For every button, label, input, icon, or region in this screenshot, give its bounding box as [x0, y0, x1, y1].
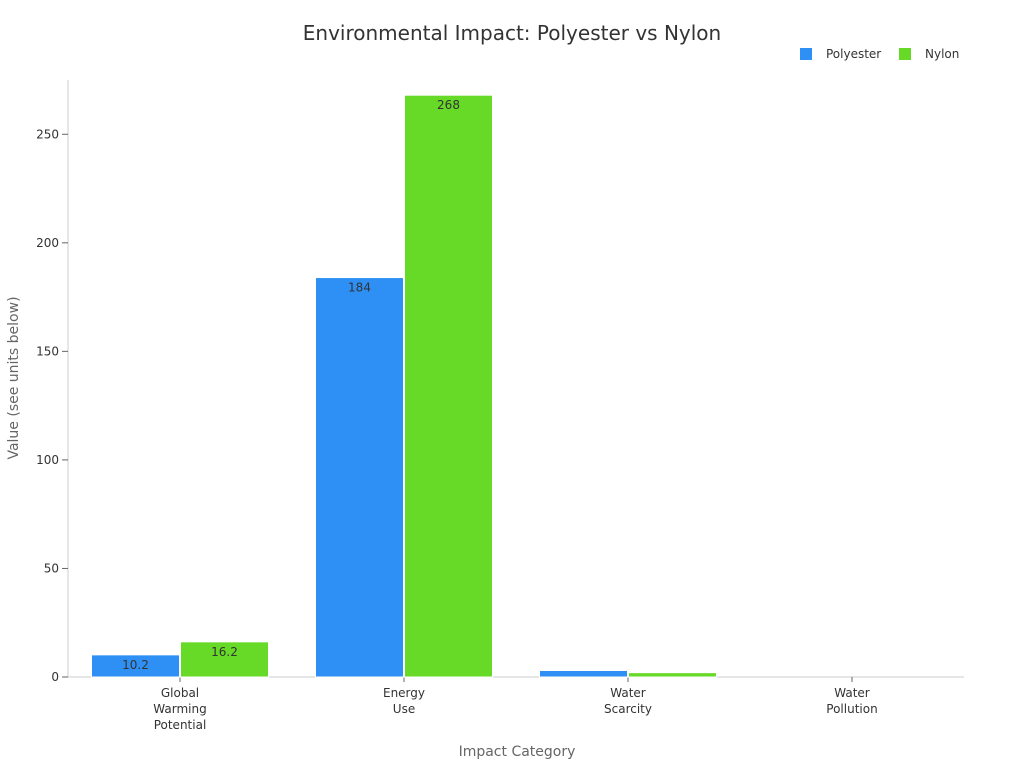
x-tick-label-line: Use: [393, 702, 415, 716]
legend: Polyester Nylon: [800, 47, 959, 61]
data-label: 184: [348, 281, 371, 295]
x-tick-label-line: Warming: [153, 702, 206, 716]
data-label: 268: [437, 98, 460, 112]
x-tick-label-line: Water: [834, 686, 870, 700]
y-tick-label: 100: [36, 453, 59, 467]
legend-label-nylon: Nylon: [925, 47, 959, 61]
x-tick-label-line: Pollution: [826, 702, 877, 716]
x-tick-label: Energy Use: [383, 686, 425, 716]
x-tick-label-line: Energy: [383, 686, 425, 700]
x-tick-label-line: Water: [610, 686, 646, 700]
chart-title: Environmental Impact: Polyester vs Nylon: [303, 21, 721, 45]
data-label: 16.2: [211, 645, 238, 659]
data-label: 10.2: [122, 658, 149, 672]
bar-nylon: [628, 672, 717, 678]
x-tick-label-line: Potential: [154, 718, 207, 732]
y-tick-label: 200: [36, 236, 59, 250]
bar-nylon: [404, 94, 493, 678]
x-tick-label-line: Global: [161, 686, 199, 700]
bar-polyester: [539, 669, 628, 678]
plot-area: 0 50 100 150 200 250 Global Warming Potential 10.…: [36, 80, 964, 732]
legend-swatch-nylon: [899, 48, 911, 60]
y-tick-label: 0: [51, 670, 59, 684]
bar-polyester: [91, 654, 180, 678]
y-tick-label: 150: [36, 344, 59, 358]
x-tick-label: Water Pollution: [826, 686, 877, 716]
bar-nylon: [180, 641, 269, 678]
y-tick-label: 50: [44, 561, 59, 575]
x-axis-title: Impact Category: [459, 744, 576, 760]
bar-polyester: [315, 277, 404, 678]
y-tick-label: 250: [36, 127, 59, 141]
legend-swatch-polyester: [800, 48, 812, 60]
y-axis-title: Value (see units below): [6, 296, 22, 459]
x-tick-label: Water Scarcity: [604, 686, 652, 716]
x-tick-label: Global Warming Potential: [153, 686, 206, 732]
legend-label-polyester: Polyester: [826, 47, 881, 61]
x-tick-label-line: Scarcity: [604, 702, 652, 716]
